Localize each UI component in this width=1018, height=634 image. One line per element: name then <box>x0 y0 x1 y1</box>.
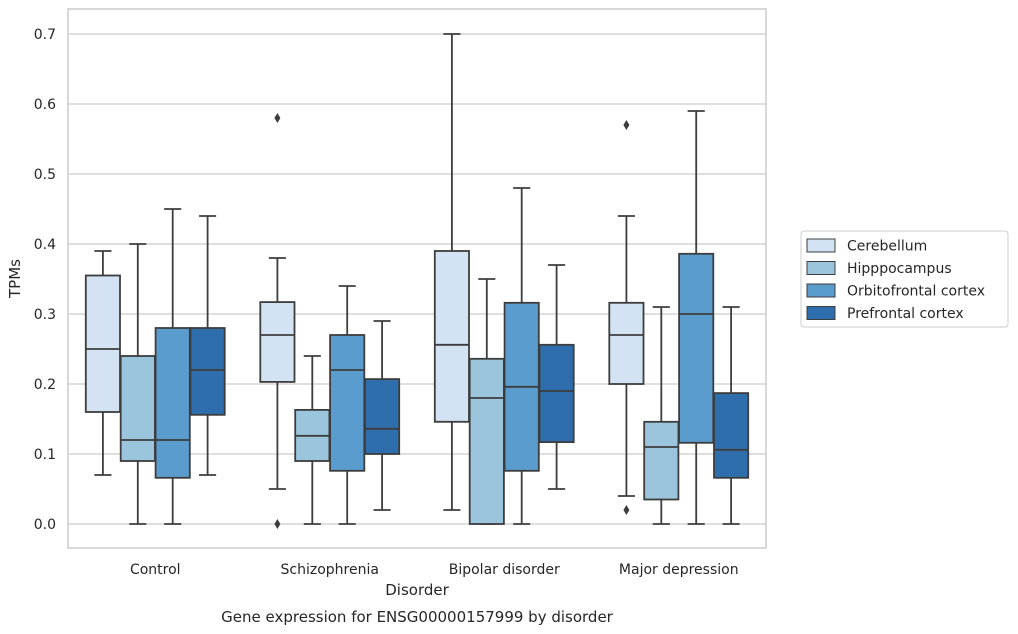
box-group <box>189 215 226 476</box>
legend-label: Prefrontal cortex <box>847 306 964 322</box>
box-group <box>433 33 470 511</box>
outlier-point <box>623 505 630 515</box>
box <box>189 327 226 416</box>
y-tick-label: 0.7 <box>34 27 56 43</box>
legend-label: Hipppocampus <box>847 261 952 277</box>
legend-swatch <box>806 306 836 320</box>
outlier-point <box>274 519 281 529</box>
y-tick-label: 0.6 <box>34 97 56 113</box>
box-plot-area <box>84 33 750 529</box>
box <box>678 252 715 444</box>
legend-swatch <box>806 283 836 298</box>
box-group <box>538 264 575 490</box>
box-group <box>713 306 750 525</box>
x-axis-label: Disorder <box>385 581 449 599</box>
plot-frame <box>67 8 767 549</box>
x-tick-label: Major depression <box>619 562 739 578</box>
x-tick-label: Bipolar disorder <box>449 562 560 578</box>
box-group <box>468 278 505 525</box>
box-group <box>119 243 156 525</box>
legend-swatch <box>806 261 836 275</box>
box-group <box>678 110 715 525</box>
box-group <box>608 120 645 515</box>
box <box>433 250 470 423</box>
y-tick-label: 0.2 <box>34 377 56 393</box>
y-tick-label: 0.4 <box>34 237 56 253</box>
y-tick-label: 0.0 <box>34 517 56 533</box>
outlier-point <box>274 113 281 123</box>
box-group <box>643 306 680 525</box>
legend-frame <box>800 230 1009 328</box>
box-group <box>329 285 366 525</box>
x-tick-label: Control <box>130 562 181 578</box>
y-tick-label: 0.1 <box>34 447 56 463</box>
y-tick-label: 0.3 <box>34 307 56 323</box>
legend-label: Orbitofrontal cortex <box>847 284 985 300</box>
box <box>713 392 750 479</box>
box-group <box>503 187 540 525</box>
box-group <box>294 355 331 525</box>
box <box>608 301 645 385</box>
outlier-point <box>623 120 630 130</box>
box-group <box>364 320 401 511</box>
box <box>259 301 296 383</box>
legend-swatch <box>806 238 836 253</box>
y-axis-label: TPMs <box>6 259 24 299</box>
box <box>84 274 121 413</box>
y-tick-label: 0.5 <box>34 167 56 183</box>
legend: Cerebellum Hipppocampus Orbitofrontal cort… <box>800 230 1009 328</box>
box <box>329 334 366 472</box>
legend-label: Cerebellum <box>847 239 927 255</box>
x-tick-label: Schizophrenia <box>281 562 379 578</box>
box-group <box>84 250 121 476</box>
y-axis-ticks: 0.0 0.1 0.2 0.3 0.4 0.5 0.6 0.7 <box>34 27 56 533</box>
box <box>538 343 575 443</box>
box <box>119 355 156 462</box>
box-group <box>259 113 296 529</box>
box <box>154 327 191 479</box>
box <box>643 420 680 501</box>
box-group <box>154 208 191 525</box>
box <box>468 357 505 525</box>
x-axis-ticks: Control Schizophrenia Bipolar disorder Majo… <box>130 562 739 578</box>
chart-caption: Gene expression for ENSG00000157999 by d… <box>221 608 614 626</box>
box <box>364 378 401 455</box>
